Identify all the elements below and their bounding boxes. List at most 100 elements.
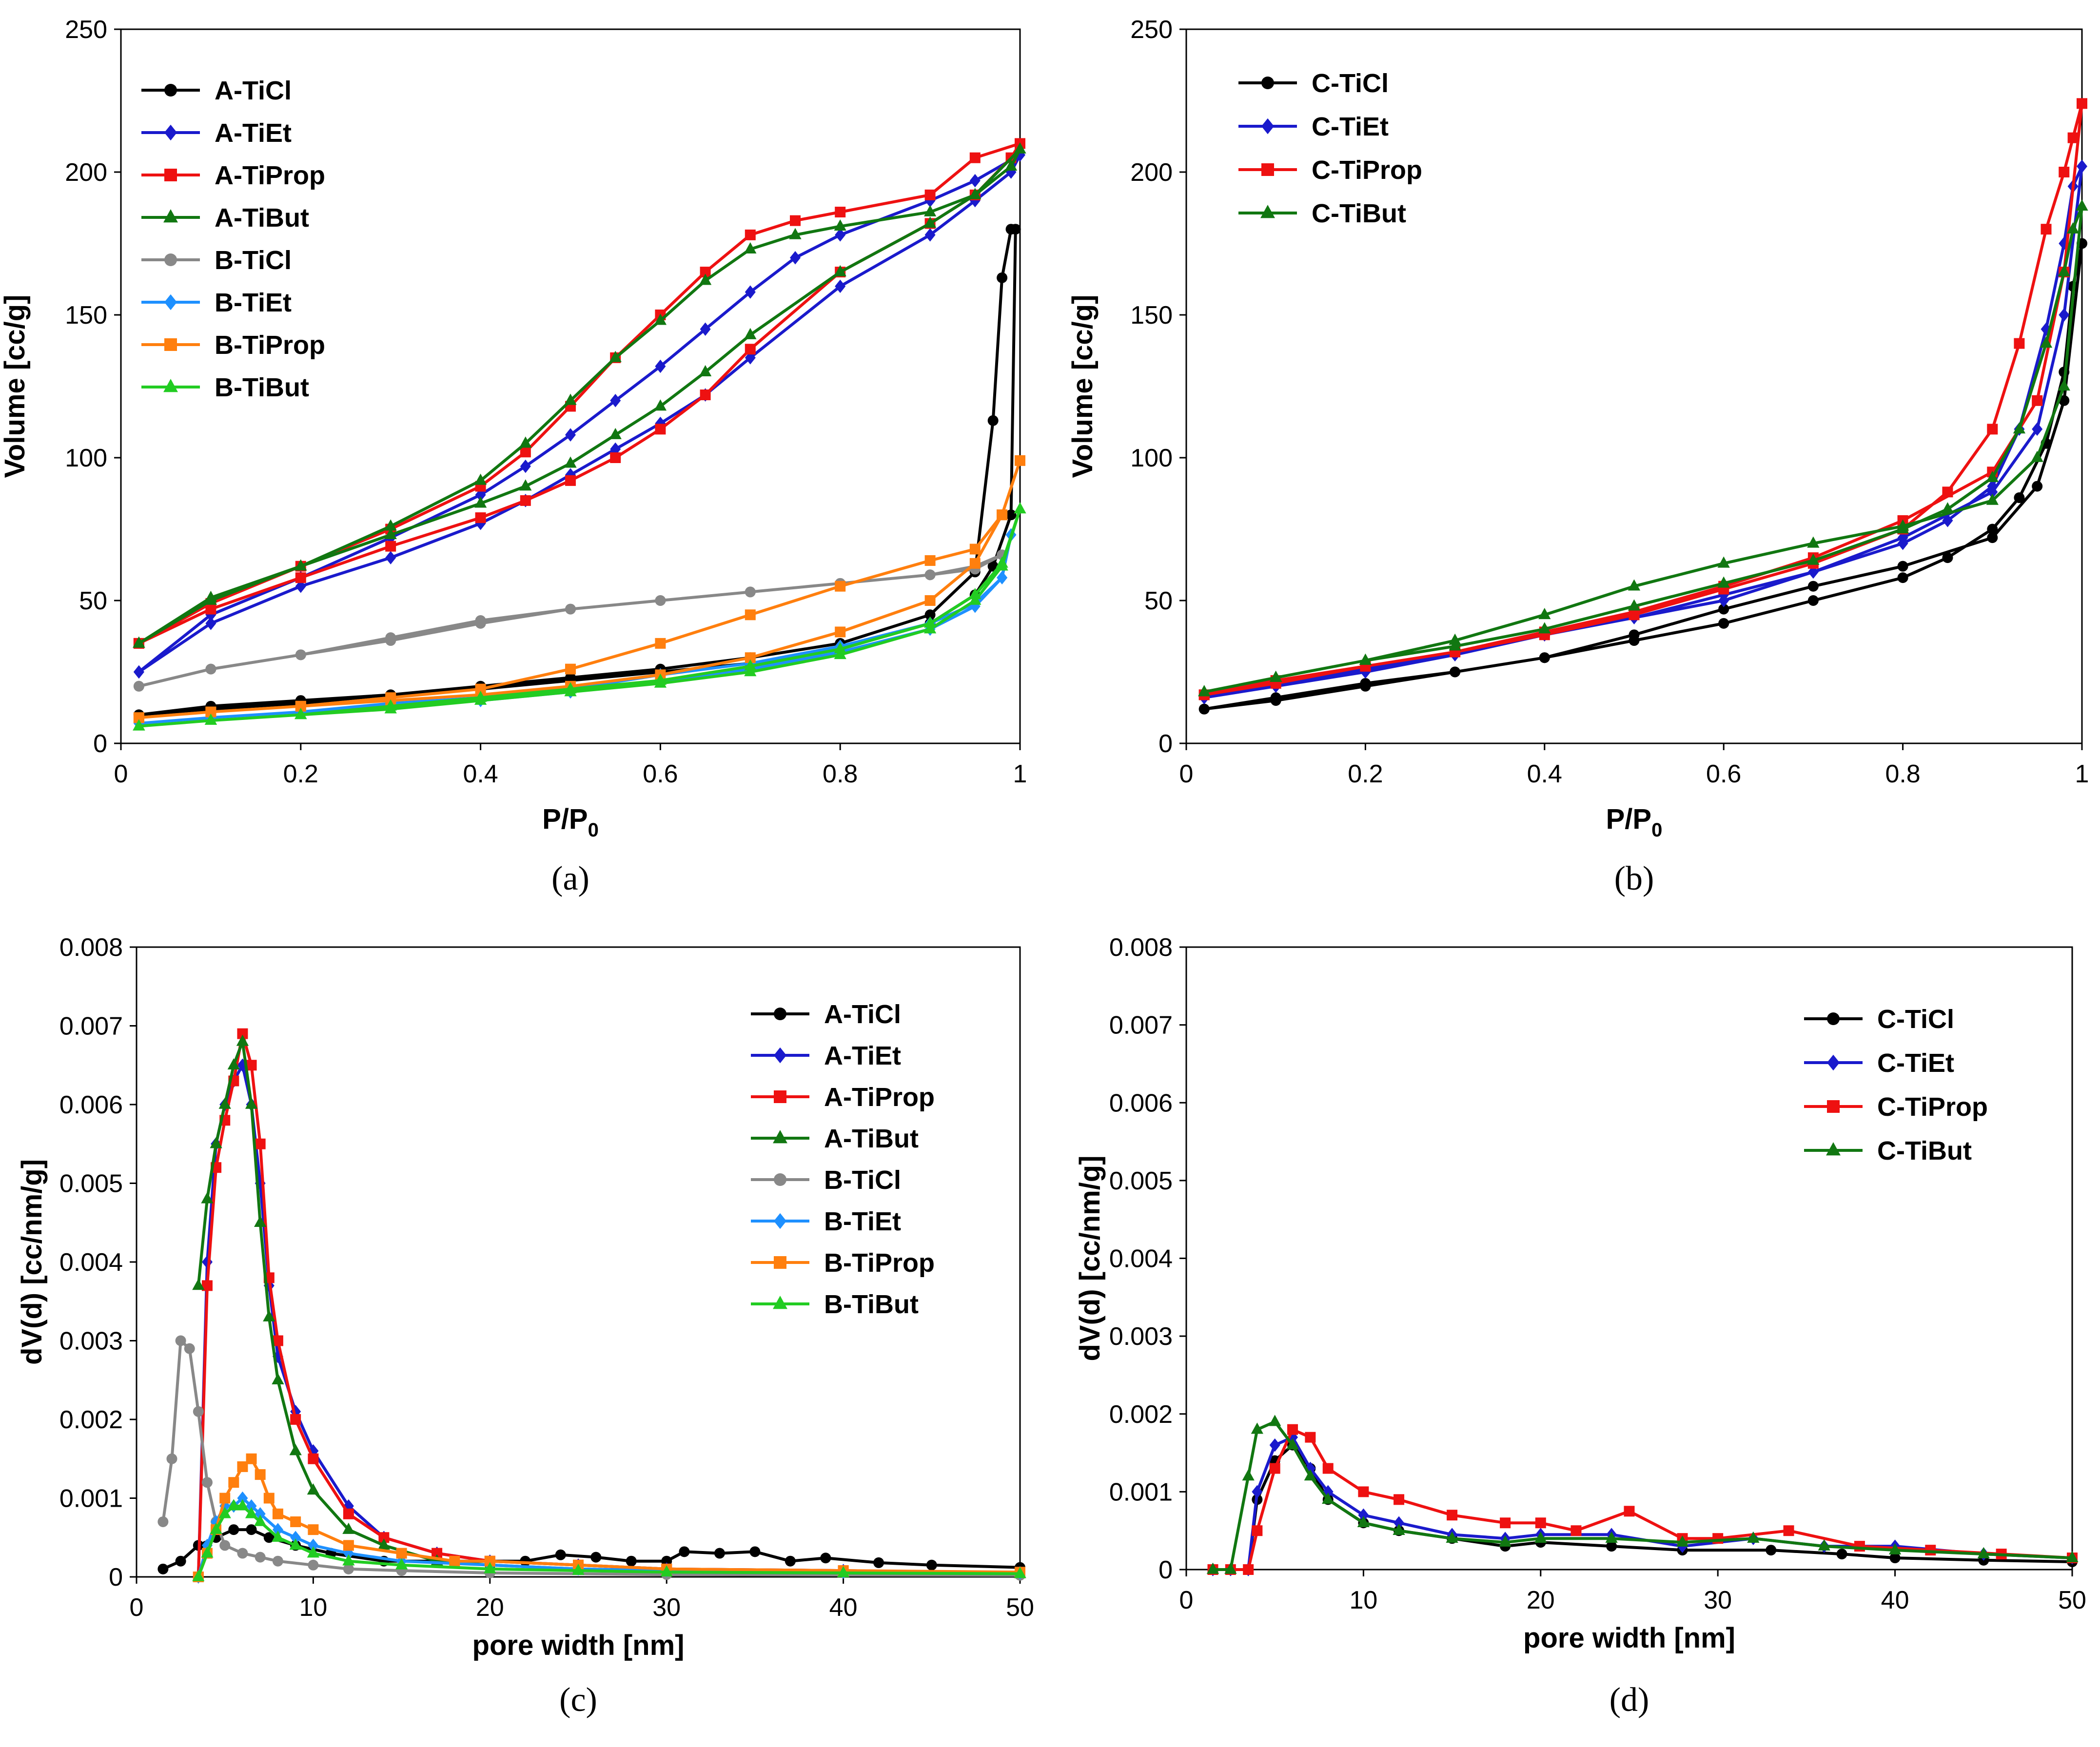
data-point-B-TiBut xyxy=(294,708,307,719)
data-point-A-TiEt xyxy=(835,279,846,293)
data-point-C-TiBut xyxy=(1807,553,1820,565)
data-point-B-TiBut xyxy=(923,616,937,628)
panel-caption: (d) xyxy=(1609,1681,1649,1719)
x-axis-label: P/P0 xyxy=(542,803,599,841)
data-point-C-TiBut xyxy=(2066,222,2080,233)
legend-label: A-TiBut xyxy=(824,1124,919,1153)
data-point-A-TiBut xyxy=(699,273,712,285)
data-point-A-TiCl xyxy=(246,1524,257,1535)
data-point-C-TiProp xyxy=(2041,224,2052,235)
data-point-C-TiBut xyxy=(1747,1531,1760,1543)
data-point-A-TiEt xyxy=(700,322,711,336)
legend-label: B-TiCl xyxy=(824,1165,901,1195)
data-point-C-TiProp xyxy=(2032,395,2043,406)
data-point-B-TiProp xyxy=(997,509,1008,521)
data-point-C-TiBut xyxy=(1224,1562,1237,1574)
legend-label: B-TiEt xyxy=(215,288,292,317)
data-point-B-TiProp xyxy=(484,1555,495,1567)
chart-panel-b: 0 0.2 0.4 0.6 0.8 1 0 50 100 150 200 250 P/P0 Volume … xyxy=(1067,16,2089,897)
x-tick-label: 0 xyxy=(1179,760,1194,788)
data-point-B-TiBut xyxy=(660,1565,673,1577)
data-point-B-TiBut xyxy=(564,682,577,694)
data-point-C-TiEt xyxy=(2077,159,2087,174)
data-point-C-TiProp xyxy=(1287,1424,1298,1435)
data-point-C-TiProp xyxy=(1854,1541,1865,1552)
x-tick-label: 10 xyxy=(1349,1586,1377,1614)
data-point-C-TiCl xyxy=(1987,524,1998,535)
data-point-A-TiCl xyxy=(926,1559,937,1571)
legend-label: C-TiProp xyxy=(1877,1092,1988,1122)
data-point-B-TiBut xyxy=(484,1562,496,1573)
data-point-A-TiCl xyxy=(785,1555,796,1567)
data-point-C-TiBut xyxy=(1499,1535,1511,1547)
y-tick-label: 150 xyxy=(1130,301,1173,330)
data-point-B-TiCl xyxy=(565,603,576,615)
data-point-C-TiProp xyxy=(1783,1525,1794,1536)
data-point-C-TiProp xyxy=(1269,1463,1280,1474)
data-point-B-TiBut xyxy=(834,642,846,654)
x-tick-label: 0.2 xyxy=(1348,760,1383,788)
data-point-B-TiCl xyxy=(205,663,216,675)
data-point-A-TiBut xyxy=(609,350,622,362)
data-point-B-TiProp xyxy=(396,1548,407,1559)
data-point-B-TiCl xyxy=(157,1516,169,1527)
chart-panel-d: 0 10 20 30 40 50 0 0.001 0.002 0.003 0.004 0.005 0.0… xyxy=(1074,933,2086,1719)
data-point-C-TiBut xyxy=(1628,579,1641,591)
data-point-A-TiBut xyxy=(474,496,487,508)
x-tick-label: 1 xyxy=(1013,760,1027,788)
legend-marker-A-TiCl xyxy=(774,1008,786,1020)
data-point-C-TiBut xyxy=(1941,502,1954,514)
data-point-C-TiProp xyxy=(1535,1517,1546,1529)
data-point-A-TiProp xyxy=(475,512,486,524)
data-point-B-TiProp xyxy=(219,1493,231,1504)
series-line-B-TiCl xyxy=(161,1339,1021,1577)
legend-marker-B-TiProp xyxy=(774,1256,786,1269)
x-tick-label: 40 xyxy=(1881,1586,1909,1614)
data-point-A-TiBut xyxy=(654,313,667,325)
data-point-A-TiBut xyxy=(227,1058,240,1070)
legend-label: A-TiProp xyxy=(215,161,325,190)
data-point-C-TiProp xyxy=(1243,1564,1254,1575)
data-point-C-TiBut xyxy=(1304,1469,1317,1481)
data-point-C-TiBut xyxy=(1206,1562,1219,1574)
data-point-B-TiProp xyxy=(475,683,486,695)
data-point-A-TiCl xyxy=(555,1549,566,1560)
data-point-B-TiBut xyxy=(204,713,217,725)
data-point-A-TiCl xyxy=(714,1548,725,1559)
data-point-C-TiEt xyxy=(1942,514,1953,527)
data-point-C-TiProp xyxy=(2077,98,2087,109)
data-point-A-TiBut xyxy=(377,1538,391,1550)
data-point-A-TiBut xyxy=(474,473,487,485)
data-point-C-TiCl xyxy=(1987,532,1998,544)
data-point-C-TiProp xyxy=(1570,1525,1582,1536)
x-tick-label: 30 xyxy=(652,1593,681,1622)
data-point-A-TiProp xyxy=(969,152,981,163)
data-point-B-TiProp xyxy=(263,1493,275,1504)
data-point-B-TiProp xyxy=(449,1555,460,1567)
data-point-C-TiProp xyxy=(1942,486,1953,498)
data-point-B-TiCl xyxy=(133,680,144,692)
data-point-C-TiEt xyxy=(1987,485,1998,499)
data-point-A-TiProp xyxy=(343,1508,354,1519)
data-point-A-TiBut xyxy=(609,427,622,439)
data-point-B-TiBut xyxy=(289,1538,302,1550)
legend-marker-C-TiBut xyxy=(1826,1142,1841,1156)
data-point-C-TiCl xyxy=(1629,629,1640,641)
data-point-A-TiCl xyxy=(987,415,999,426)
legend-marker-B-TiEt xyxy=(774,1213,786,1229)
legend-label: A-TiProp xyxy=(824,1083,935,1112)
y-tick-label: 0.001 xyxy=(1109,1478,1173,1506)
y-tick-label: 0 xyxy=(109,1563,123,1592)
data-point-A-TiBut xyxy=(969,188,981,199)
data-point-C-TiBut xyxy=(1269,1415,1281,1426)
data-point-A-TiBut xyxy=(654,399,667,411)
data-point-A-TiEt xyxy=(133,665,144,679)
x-axis-label-subscript: 0 xyxy=(1651,819,1662,841)
data-point-A-TiBut xyxy=(789,228,802,239)
x-axis-label: pore width [nm] xyxy=(1523,1622,1735,1654)
data-point-B-TiCl xyxy=(655,595,666,606)
legend-marker-A-TiBut xyxy=(773,1130,787,1144)
legend-label: B-TiProp xyxy=(215,330,325,360)
legend-label: C-TiEt xyxy=(1877,1048,1954,1078)
data-point-C-TiBut xyxy=(1538,622,1551,634)
